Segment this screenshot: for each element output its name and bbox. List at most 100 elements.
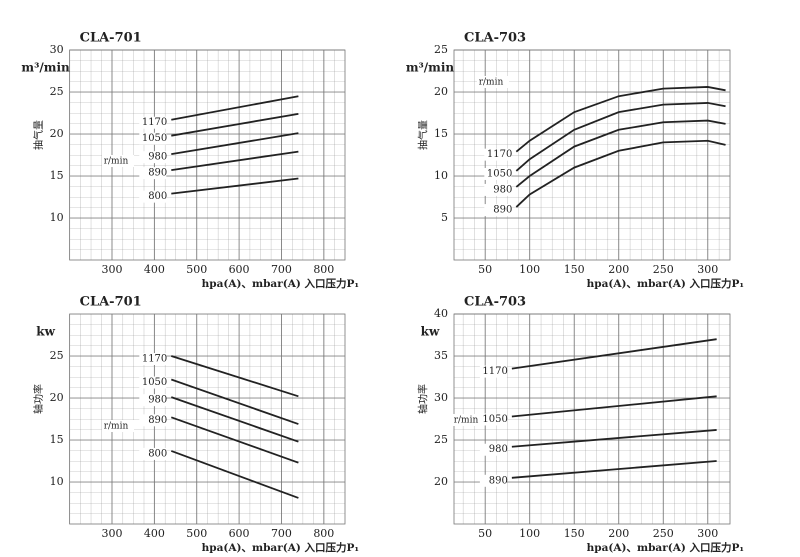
annotation-bg (102, 155, 134, 167)
series-label-bg (479, 413, 507, 426)
series-label: 800 (148, 191, 167, 202)
annotation: r/min (454, 416, 479, 426)
x-tick-label: 700 (271, 263, 292, 276)
series-label-bg (139, 447, 167, 460)
x-tick-label: 250 (653, 527, 674, 540)
annotation: r/min (104, 157, 129, 167)
series-line (170, 416, 299, 464)
series-label: 1050 (487, 168, 512, 179)
y-unit: kw (36, 325, 55, 339)
y-tick-label: 20 (434, 85, 448, 98)
series-label: 980 (148, 152, 167, 163)
y-tick-label: 15 (434, 127, 448, 140)
series-line (170, 378, 299, 425)
x-tick-label: 300 (101, 263, 122, 276)
series-line (511, 429, 717, 448)
series-label-bg (479, 443, 507, 456)
series-label-bg (484, 183, 512, 196)
series-label: 1050 (142, 377, 167, 388)
y-tick-label: 25 (50, 85, 64, 98)
y-tick-label: 20 (50, 127, 64, 140)
y-axis-label: 轴功率 (32, 384, 45, 414)
x-tick-label: 300 (101, 527, 122, 540)
series-label-bg (484, 167, 512, 180)
x-tick-label: 500 (186, 527, 207, 540)
series-label: 1170 (142, 354, 167, 365)
series-line (171, 355, 299, 398)
y-tick-label: 10 (434, 169, 448, 182)
series-line (171, 132, 299, 156)
x-tick-label: 50 (478, 263, 492, 276)
annotation: r/min (479, 78, 504, 88)
x-tick-label: 250 (653, 263, 674, 276)
y-tick-label: 20 (50, 391, 64, 404)
series-label-bg (139, 353, 167, 365)
x-tick-label: 500 (186, 263, 207, 276)
series-label: 980 (493, 184, 512, 195)
x-tick-label: 600 (229, 263, 250, 276)
series-label: 980 (489, 444, 508, 455)
y-unit: kw (421, 325, 440, 339)
annotation-bg (452, 414, 484, 426)
y-tick-label: 30 (434, 391, 448, 404)
series-line (515, 139, 726, 208)
series-line (515, 86, 726, 153)
series-label-bg (484, 204, 512, 217)
x-tick-label: 800 (313, 263, 334, 276)
y-tick-label: 25 (434, 43, 448, 56)
x-tick-label: 100 (519, 527, 540, 540)
x-tick-label: 50 (478, 527, 492, 540)
y-tick-label: 15 (50, 169, 64, 182)
series-label-bg (139, 414, 167, 427)
y-tick-label: 40 (434, 307, 448, 320)
x-tick-label: 200 (608, 527, 629, 540)
series-label-bg (139, 167, 167, 180)
series-line (511, 460, 717, 479)
y-axis-label: 抽气量 (32, 120, 45, 150)
x-axis-label: hpa(A)、mbar(A) 入口压力P₁ (587, 277, 744, 290)
y-unit: m³/min (406, 61, 455, 75)
series-label: 1170 (487, 149, 512, 160)
chart-title: CLA-703 (464, 295, 526, 310)
series-label: 890 (148, 415, 167, 426)
x-tick-label: 300 (697, 263, 718, 276)
series-line (170, 450, 299, 499)
y-tick-label: 30 (50, 43, 64, 56)
chart-title: CLA-701 (80, 31, 142, 46)
series-line (515, 102, 726, 172)
x-axis-label: hpa(A)、mbar(A) 入口压力P₁ (202, 541, 359, 554)
series-label: 890 (489, 475, 508, 486)
series-label-bg (479, 365, 507, 378)
y-axis-label: 轴功率 (417, 384, 430, 414)
series-label: 890 (493, 205, 512, 216)
y-tick-label: 10 (50, 211, 64, 224)
x-tick-label: 150 (564, 527, 585, 540)
y-tick-label: 25 (434, 433, 448, 446)
series-label: 890 (148, 168, 167, 179)
series-label: 1050 (142, 133, 167, 144)
chart-title: CLA-701 (80, 295, 142, 310)
annotation-bg (102, 420, 134, 432)
y-tick-label: 35 (434, 349, 448, 362)
series-line (511, 338, 717, 370)
y-tick-label: 15 (50, 433, 64, 446)
y-tick-label: 20 (434, 475, 448, 488)
x-axis-label: hpa(A)、mbar(A) 入口压力P₁ (587, 541, 744, 554)
series-label: 980 (148, 395, 167, 406)
series-label: 800 (148, 448, 167, 459)
series-label-bg (139, 116, 167, 129)
series-label: 1050 (482, 414, 507, 425)
x-tick-label: 200 (608, 263, 629, 276)
series-line (170, 396, 299, 443)
x-tick-label: 400 (144, 263, 165, 276)
x-tick-label: 800 (313, 527, 334, 540)
annotation-bg (477, 76, 509, 88)
series-line (171, 112, 299, 137)
y-axis-label: 抽气量 (417, 120, 430, 150)
x-tick-label: 150 (564, 263, 585, 276)
x-tick-label: 100 (519, 263, 540, 276)
y-unit: m³/min (21, 61, 70, 75)
x-axis-label: hpa(A)、mbar(A) 入口压力P₁ (202, 277, 359, 290)
series-label: 1170 (142, 117, 167, 128)
